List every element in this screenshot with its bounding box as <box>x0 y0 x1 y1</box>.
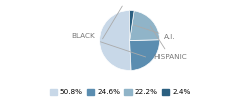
Wedge shape <box>130 11 160 40</box>
Legend: 50.8%, 24.6%, 22.2%, 2.4%: 50.8%, 24.6%, 22.2%, 2.4% <box>47 86 193 98</box>
Wedge shape <box>130 10 134 40</box>
Text: A.I.: A.I. <box>133 25 176 40</box>
Text: HISPANIC: HISPANIC <box>150 26 187 60</box>
Text: WHITE: WHITE <box>102 0 139 39</box>
Wedge shape <box>130 40 160 70</box>
Text: BLACK: BLACK <box>71 33 146 57</box>
Wedge shape <box>100 10 131 70</box>
